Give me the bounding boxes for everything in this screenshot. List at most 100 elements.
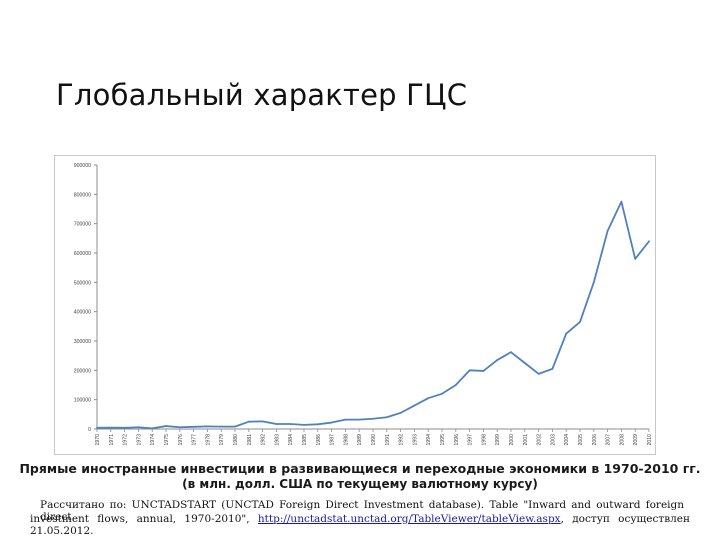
chart-frame: 0 100000 200000 300000 400000 500000 600000 700… bbox=[54, 155, 656, 455]
y-tick-label: 0 bbox=[88, 427, 91, 433]
x-tick-label: 1981 bbox=[247, 434, 253, 446]
data-point bbox=[165, 425, 167, 427]
x-tick-label: 2009 bbox=[633, 434, 639, 446]
data-point bbox=[96, 426, 98, 429]
x-tick-label: 1994 bbox=[426, 434, 432, 446]
data-point bbox=[427, 397, 430, 400]
x-tick-label: 1992 bbox=[399, 434, 405, 446]
data-point bbox=[510, 351, 512, 354]
y-tick-label: 100000 bbox=[74, 398, 91, 404]
data-point bbox=[344, 418, 347, 421]
data-point bbox=[123, 426, 126, 429]
data-point bbox=[537, 372, 540, 375]
data-point bbox=[634, 257, 637, 260]
data-point bbox=[220, 425, 223, 428]
data-point bbox=[413, 404, 416, 407]
x-tick-label: 1989 bbox=[357, 434, 363, 446]
x-tick-label: 2005 bbox=[578, 434, 584, 446]
data-point bbox=[468, 369, 471, 372]
chart-caption-title: Прямые иностранные инвестиции в развиваю… bbox=[19, 461, 701, 476]
x-tick-label: 1985 bbox=[302, 434, 308, 446]
y-axis: 0 100000 200000 300000 400000 500000 600000 700… bbox=[74, 163, 98, 433]
x-tick-label: 1979 bbox=[219, 434, 225, 446]
data-point bbox=[358, 418, 361, 421]
data-point bbox=[192, 425, 195, 428]
x-tick-label: 1973 bbox=[136, 434, 142, 446]
data-point bbox=[109, 426, 112, 429]
y-tick-label: 900000 bbox=[74, 163, 91, 169]
y-tick-label: 700000 bbox=[74, 222, 91, 228]
x-tick-label: 1974 bbox=[150, 434, 156, 446]
x-tick-label: 2010 bbox=[647, 434, 653, 446]
x-tick-label: 2000 bbox=[509, 434, 515, 446]
data-point bbox=[261, 420, 264, 423]
data-point bbox=[592, 281, 595, 284]
x-tick-label: 1975 bbox=[164, 434, 170, 446]
x-tick-label: 1986 bbox=[316, 434, 322, 446]
data-point bbox=[137, 426, 140, 429]
data-point bbox=[399, 411, 402, 414]
data-point bbox=[565, 332, 568, 335]
x-axis: 1970 1971 1972 1973 1974 1975 1976 1977 1978 1979… bbox=[95, 428, 653, 446]
x-tick-label: 2006 bbox=[592, 434, 598, 446]
data-point bbox=[372, 417, 374, 420]
data-point bbox=[523, 362, 526, 364]
source-note-line-2: investment flows, annual, 1970-2010", ht… bbox=[30, 513, 690, 537]
data-point bbox=[482, 370, 485, 372]
fdi-series-line bbox=[96, 200, 650, 430]
data-point bbox=[620, 200, 623, 203]
x-tick-label: 1983 bbox=[274, 434, 280, 446]
data-point bbox=[303, 423, 305, 426]
slide-title: Глобальный характер ГЦС bbox=[56, 78, 468, 112]
x-tick-label: 2001 bbox=[523, 434, 529, 446]
data-point bbox=[234, 425, 236, 428]
x-tick-label: 1980 bbox=[233, 434, 239, 446]
x-tick-label: 1976 bbox=[178, 434, 184, 446]
x-tick-label: 2008 bbox=[619, 434, 625, 446]
source-note-access: , доступ осуществлен 21.05.2012. bbox=[30, 513, 690, 537]
y-tick-label: 800000 bbox=[74, 192, 91, 198]
data-point bbox=[496, 359, 499, 361]
x-tick-label: 2004 bbox=[564, 434, 570, 446]
data-point bbox=[151, 427, 154, 430]
data-point bbox=[178, 426, 181, 429]
data-point bbox=[275, 423, 278, 425]
y-tick-label: 600000 bbox=[74, 251, 91, 257]
data-point bbox=[289, 423, 292, 425]
x-tick-label: 2002 bbox=[537, 434, 543, 446]
x-tick-label: 2007 bbox=[606, 434, 612, 446]
x-tick-label: 1993 bbox=[412, 434, 418, 446]
x-tick-label: 1998 bbox=[481, 434, 487, 446]
x-tick-label: 1982 bbox=[261, 434, 267, 446]
x-tick-label: 1984 bbox=[288, 434, 294, 446]
data-point bbox=[330, 421, 333, 424]
x-tick-label: 1977 bbox=[192, 434, 198, 446]
x-tick-label: 1971 bbox=[109, 434, 115, 446]
x-tick-label: 1990 bbox=[371, 434, 377, 446]
x-tick-label: 1995 bbox=[440, 434, 446, 446]
data-point bbox=[316, 423, 319, 426]
x-tick-label: 1972 bbox=[123, 434, 129, 446]
data-point bbox=[648, 240, 650, 243]
x-tick-label: 1999 bbox=[495, 434, 501, 446]
y-tick-label: 200000 bbox=[74, 368, 91, 374]
y-tick-label: 400000 bbox=[74, 310, 91, 316]
x-tick-label: 1997 bbox=[468, 434, 474, 446]
source-link[interactable]: http://unctadstat.unctad.org/TableViewer… bbox=[257, 513, 561, 525]
y-tick-label: 500000 bbox=[74, 280, 91, 286]
x-tick-label: 1988 bbox=[343, 434, 349, 446]
fdi-line-chart: 0 100000 200000 300000 400000 500000 600000 700… bbox=[74, 163, 653, 446]
data-point bbox=[206, 425, 209, 428]
data-point bbox=[385, 416, 388, 419]
source-note-text: investment flows, annual, 1970-2010", bbox=[30, 513, 250, 525]
y-tick-label: 300000 bbox=[74, 339, 91, 345]
data-point bbox=[551, 367, 554, 370]
data-point bbox=[606, 230, 609, 232]
data-point bbox=[441, 392, 443, 395]
x-tick-label: 1996 bbox=[454, 434, 460, 446]
data-point bbox=[579, 321, 581, 323]
x-tick-label: 1987 bbox=[330, 434, 336, 446]
source-note-line-1: Рассчитано по: UNCTADSTART (UNCTAD Forei… bbox=[40, 499, 684, 523]
x-tick-label: 2003 bbox=[550, 434, 556, 446]
series bbox=[96, 200, 650, 430]
